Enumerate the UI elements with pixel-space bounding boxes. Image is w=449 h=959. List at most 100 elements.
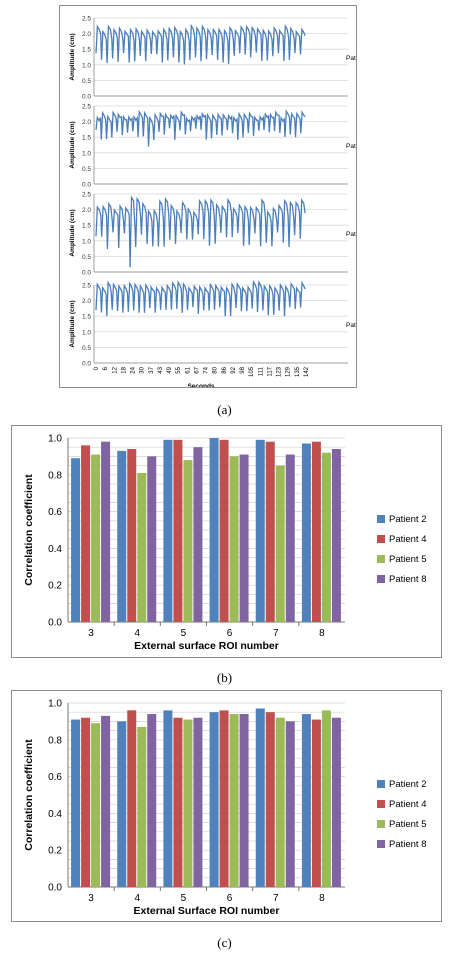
breathing-trace [95,109,306,147]
legend-swatch [377,555,385,563]
y-tick-label: 1.0 [82,150,91,157]
y-tick-label: 1.0 [82,238,91,245]
bar [173,717,183,887]
bar [81,445,91,622]
legend-swatch [377,840,385,848]
y-tick-label: 0.4 [48,809,62,820]
y-tick-label: 2.0 [82,119,91,126]
x-tick-label: 0 [94,366,100,370]
y-tick-label: 0.5 [82,78,91,85]
bar [265,441,275,622]
y-tick-label: 1.5 [82,223,91,230]
x-tick-label: 6 [227,893,233,904]
bar [285,454,295,622]
y-tick-label: 2.5 [82,192,91,199]
y-tick-label: 2.5 [82,16,91,23]
bar [255,708,265,887]
bar [193,717,203,887]
caption-b: (b) [216,670,233,685]
x-tick-label: 6 [227,628,233,639]
x-axis-label: Seconds [187,383,214,387]
y-tick-label: 1.0 [82,62,91,69]
x-tick-label: 4 [134,893,140,904]
y-tick-label: 1.5 [82,314,91,321]
bar [163,710,173,887]
x-tick-label: 37 [149,366,155,373]
y-tick-label: 0.6 [48,507,62,518]
bar [71,719,81,887]
caption-c: (c) [217,935,232,950]
x-tick-label: 135 [295,366,301,377]
y-tick-label: 1.0 [48,699,62,710]
amplitude-traces-chart: 0.0 0.5 1.0 1.5 2.0 2.5 Amplitude (cm) Patient … [69,16,372,391]
breathing-trace [95,23,306,65]
x-tick-label: 98 [240,366,246,373]
caption-a: (a) [217,402,232,417]
panel-a: 0.0 0.5 1.0 1.5 2.0 2.5 Amplitude (cm) Patient … [59,5,372,391]
bar [301,443,311,622]
bar [311,719,321,887]
legend-label: Patient 5 [389,819,427,830]
y-tick-label: 0.5 [82,345,91,352]
series-label: Patient 5 [346,231,356,238]
y-tick-label: 2.5 [82,104,91,111]
x-tick-label: 86 [222,366,228,373]
x-tick-label: 43 [158,366,164,373]
x-tick-label: 55 [176,366,182,373]
x-axis-label: External Surface ROI number [134,905,280,917]
x-tick-label: 7 [273,893,279,904]
x-tick-label: 8 [319,628,325,639]
x-tick-label: 129 [286,366,292,377]
x-tick-label: 3 [88,893,94,904]
y-tick-label: 0.0 [82,270,91,277]
bar [173,439,183,622]
legend-label: Patient 5 [389,554,427,565]
y-tick-label: 0.2 [48,846,62,857]
bar [163,439,173,622]
y-axis-label: Amplitude (cm) [69,300,76,347]
bar [285,721,295,887]
legend-label: Patient 8 [389,574,427,585]
y-tick-label: 0.2 [48,581,62,592]
y-tick-label: 0.5 [82,166,91,173]
y-tick-label: 0.0 [82,94,91,101]
bar [321,710,331,887]
x-tick-label: 5 [181,628,187,639]
correlation-chart-c: 0.0 0.2 0.4 0.6 0.8 1.0 3 4 5 6 7 8 External Surface… [23,699,427,918]
bar [71,458,81,622]
y-tick-label: 2.5 [82,283,91,290]
y-tick-label: 0.8 [48,735,62,746]
y-tick-label: 1.5 [82,47,91,54]
bar [101,715,111,887]
bar [239,714,249,887]
y-axis-label: Amplitude (cm) [69,33,76,80]
y-axis-label: Amplitude (cm) [69,209,76,256]
legend-label: Patient 4 [389,534,427,545]
legend-swatch [377,780,385,788]
legend-label: Patient 4 [389,799,427,810]
panel-c: 0.0 0.2 0.4 0.6 0.8 1.0 3 4 5 6 7 8 External Surface… [11,690,442,922]
bar [137,726,147,887]
y-tick-label: 0.6 [48,772,62,783]
bar [117,450,127,622]
series-label: Patient 4 [346,143,356,150]
bar [239,454,249,622]
bar [193,447,203,622]
bar [255,439,265,622]
series-label: Patient 2 [346,55,356,62]
y-axis-label: Amplitude (cm) [69,121,76,168]
bar [81,717,91,887]
bar [91,723,101,887]
x-tick-label: 4 [134,628,140,639]
y-tick-label: 0.0 [82,182,91,189]
y-tick-label: 2.0 [82,298,91,305]
legend-swatch [377,515,385,523]
x-tick-label: 24 [131,366,137,373]
y-tick-label: 0.4 [48,544,62,555]
x-tick-label: 80 [213,366,219,373]
bar [127,710,137,887]
x-tick-label: 3 [88,628,94,639]
bar [209,438,219,622]
y-tick-label: 2.0 [82,207,91,214]
legend-swatch [377,575,385,583]
